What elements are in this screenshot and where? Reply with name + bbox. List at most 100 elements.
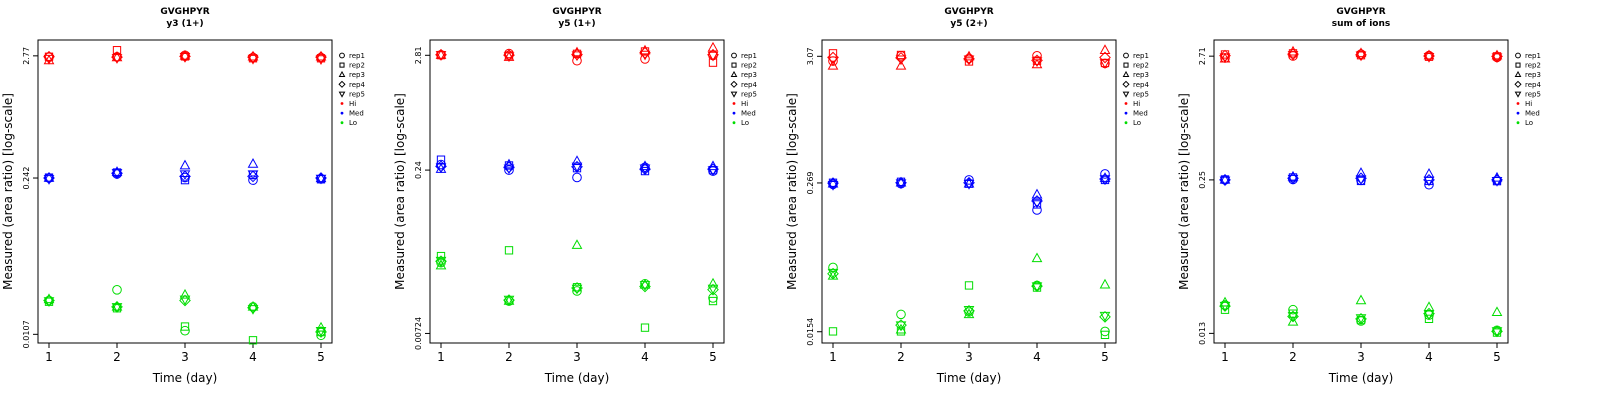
point-lo-rep2 — [180, 322, 190, 331]
x-tick-label: 2 — [113, 350, 121, 364]
legend-marker-rep2 — [1123, 62, 1129, 68]
legend-label: rep5 — [1525, 90, 1541, 98]
legend-marker-rep2 — [339, 62, 345, 68]
point-lo-rep2 — [248, 336, 258, 345]
legend-item-lo: Lo — [732, 119, 749, 127]
legend-label: Hi — [349, 100, 356, 108]
legend-item-med: Med — [732, 110, 756, 118]
y-tick-label: 0.00724 — [414, 317, 423, 350]
legend-item-rep1: rep1 — [731, 52, 757, 60]
legend-label: rep1 — [349, 52, 365, 60]
point-hi-rep5 — [1423, 53, 1435, 63]
legend-label: Lo — [1133, 119, 1141, 127]
y-tick-label: 3.07 — [806, 47, 815, 65]
legend-dot-hi — [1516, 102, 1520, 105]
legend-dot-med — [732, 111, 736, 115]
legend-label: rep4 — [1525, 81, 1541, 89]
point-med-rep3 — [111, 166, 123, 176]
data-points — [1219, 45, 1503, 338]
point-lo-rep1 — [1288, 304, 1298, 315]
legend-label: Hi — [1133, 100, 1140, 108]
x-tick-label: 2 — [897, 350, 905, 364]
legend-item-rep1: rep1 — [1515, 52, 1541, 60]
legend-label: Med — [741, 110, 756, 118]
point-lo-rep3 — [1491, 306, 1503, 317]
point-med-rep1 — [640, 162, 650, 173]
point-hi-rep5 — [1031, 57, 1043, 68]
legend-label: Hi — [1525, 100, 1532, 108]
legend-marker-rep5 — [730, 91, 738, 98]
point-hi-rep5 — [247, 54, 259, 65]
data-points — [827, 44, 1111, 340]
plot-frame — [821, 39, 1117, 344]
legend-marker-rep4 — [338, 80, 346, 88]
point-med-rep5 — [503, 164, 515, 175]
legend-item-med: Med — [1124, 110, 1148, 118]
legend-label: rep4 — [741, 81, 757, 89]
point-hi-rep2 — [1032, 56, 1042, 65]
x-tick-label: 3 — [965, 350, 973, 364]
y-axis-label: Measured (area ratio) [log-scale] — [785, 93, 799, 290]
point-med-rep5 — [1287, 174, 1299, 185]
point-lo-rep1 — [180, 325, 190, 336]
x-tick-label: 5 — [1493, 350, 1501, 364]
data-points — [43, 46, 327, 345]
chart-title: GVGHPYR — [160, 7, 209, 17]
point-lo-rep2 — [1100, 330, 1110, 340]
point-hi-rep5 — [1491, 53, 1503, 64]
point-med-rep3 — [1099, 172, 1111, 182]
point-hi-rep3 — [1423, 49, 1435, 60]
plot-frame — [429, 39, 725, 344]
legend-marker-rep3 — [338, 70, 346, 77]
plot-frame — [1213, 39, 1509, 344]
point-med-rep5 — [1423, 176, 1435, 187]
legend-label: rep5 — [349, 90, 365, 98]
point-med-rep3 — [315, 172, 327, 183]
legend-dot-hi — [340, 102, 344, 105]
legend-item-hi: Hi — [1516, 100, 1532, 108]
point-med-rep5 — [1099, 175, 1111, 186]
legend-label: rep5 — [741, 90, 757, 98]
point-med-rep3 — [1219, 173, 1231, 184]
panel-2: GVGHPYR y5 (1+) 1 2 3 4 5 2.81 0.24 0.00724 Time (… — [393, 7, 757, 385]
legend-marker-rep5 — [1514, 91, 1522, 98]
legend-label: Hi — [741, 100, 748, 108]
point-lo-rep5 — [1031, 282, 1043, 293]
legend-label: Med — [1525, 110, 1540, 118]
point-lo-rep5 — [1219, 301, 1231, 312]
legend-label: rep2 — [741, 62, 757, 70]
x-tick-label: 5 — [317, 350, 325, 364]
legend-item-hi: Hi — [1124, 100, 1140, 108]
legend-dot-med — [1516, 111, 1520, 115]
point-med-rep5 — [111, 169, 123, 179]
point-lo-rep3 — [43, 293, 55, 304]
point-hi-rep3 — [435, 49, 447, 59]
legend-label: rep2 — [1525, 62, 1541, 70]
y-tick-label: 0.0107 — [22, 320, 31, 348]
legend-marker-rep2 — [1515, 62, 1521, 68]
x-tick-label: 4 — [1425, 350, 1433, 364]
data-points — [435, 41, 719, 332]
legend-item-rep4: rep4 — [1122, 80, 1149, 89]
point-lo-rep5 — [571, 284, 583, 295]
point-lo-rep3 — [1099, 278, 1111, 289]
point-hi-rep5 — [827, 56, 839, 67]
point-med-rep2 — [436, 155, 446, 164]
legend-item-rep3: rep3 — [730, 70, 757, 79]
legend-marker-rep2 — [731, 62, 737, 68]
point-hi-rep1 — [572, 55, 582, 66]
point-lo-rep1 — [44, 295, 54, 306]
point-lo-rep3 — [1219, 296, 1231, 307]
point-hi-rep3 — [111, 51, 123, 62]
point-med-rep2 — [180, 175, 190, 185]
legend-item-hi: Hi — [340, 100, 356, 108]
point-lo-rep1 — [572, 286, 582, 296]
point-hi-rep5 — [707, 51, 719, 62]
point-hi-rep2 — [828, 49, 838, 58]
legend-marker-rep4 — [1122, 80, 1130, 88]
legend-item-rep5: rep5 — [338, 90, 365, 98]
legend-label: Lo — [741, 119, 749, 127]
x-axis-label: Time (day) — [544, 371, 610, 385]
legend-label: rep3 — [1133, 71, 1149, 79]
legend-label: rep5 — [1133, 90, 1149, 98]
